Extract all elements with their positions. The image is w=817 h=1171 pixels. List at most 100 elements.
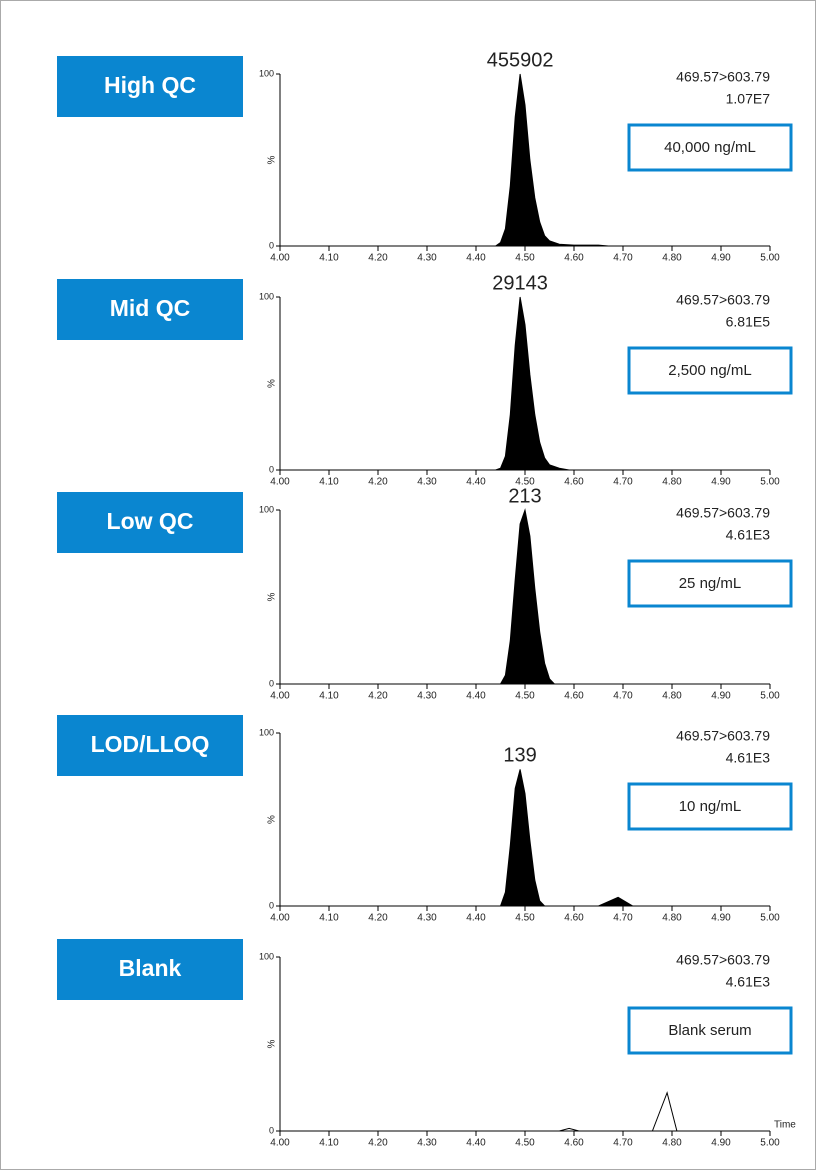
concentration-box bbox=[627, 1006, 793, 1055]
x-tick-label: 4.90 bbox=[711, 691, 731, 702]
concentration: 40,000 ng/mL bbox=[664, 139, 756, 156]
x-tick-label: 4.80 bbox=[662, 477, 682, 488]
x-tick-label: 5.00 bbox=[760, 253, 780, 264]
transition: 469.57>603.79 bbox=[676, 292, 770, 308]
x-tick-label: 4.50 bbox=[515, 1138, 535, 1149]
x-tick-label: 4.40 bbox=[466, 913, 486, 924]
sample-label: Mid QC bbox=[110, 295, 191, 321]
x-tick-label: 4.80 bbox=[662, 253, 682, 264]
x-tick-label: 4.90 bbox=[711, 253, 731, 264]
x-tick-label: 4.30 bbox=[417, 1138, 437, 1149]
x-tick-label: 4.70 bbox=[613, 477, 633, 488]
intensity: 6.81E5 bbox=[726, 314, 771, 330]
concentration-box bbox=[627, 346, 793, 395]
x-tick-label: 5.00 bbox=[760, 1138, 780, 1149]
x-tick-label: 4.40 bbox=[466, 691, 486, 702]
y-axis-label: % bbox=[267, 815, 278, 824]
x-tick-label: 4.60 bbox=[564, 253, 584, 264]
x-tick-label: 4.80 bbox=[662, 913, 682, 924]
x-tick-label: 4.30 bbox=[417, 913, 437, 924]
concentration-box bbox=[627, 123, 793, 172]
x-tick-label: 4.00 bbox=[270, 477, 290, 488]
x-tick-label: 5.00 bbox=[760, 913, 780, 924]
sample-label-box bbox=[57, 715, 243, 776]
x-tick-label: 4.30 bbox=[417, 477, 437, 488]
trace bbox=[280, 73, 770, 247]
y-axis-label: % bbox=[267, 1039, 278, 1048]
sample-label-box bbox=[57, 939, 243, 1000]
x-tick-label: 4.90 bbox=[711, 477, 731, 488]
x-tick-label: 4.10 bbox=[319, 691, 339, 702]
intensity: 4.61E3 bbox=[726, 750, 771, 766]
x-tick-label: 4.70 bbox=[613, 691, 633, 702]
intensity: 1.07E7 bbox=[726, 91, 771, 107]
x-tick-label: 4.00 bbox=[270, 691, 290, 702]
concentration-box bbox=[627, 782, 793, 831]
y-tick-label: 0 bbox=[269, 900, 274, 910]
transition: 469.57>603.79 bbox=[676, 69, 770, 85]
x-axis-label: Time bbox=[774, 1120, 796, 1131]
x-tick-label: 4.20 bbox=[368, 691, 388, 702]
x-tick-label: 4.40 bbox=[466, 1138, 486, 1149]
x-tick-label: 4.00 bbox=[270, 253, 290, 264]
y-axis-label: % bbox=[267, 379, 278, 388]
x-tick-label: 4.30 bbox=[417, 253, 437, 264]
concentration: Blank serum bbox=[668, 1022, 751, 1039]
trace bbox=[280, 508, 770, 685]
x-tick-label: 4.10 bbox=[319, 477, 339, 488]
intensity: 4.61E3 bbox=[726, 527, 771, 543]
x-tick-label: 4.70 bbox=[613, 913, 633, 924]
x-tick-label: 4.10 bbox=[319, 1138, 339, 1149]
x-tick-label: 4.10 bbox=[319, 913, 339, 924]
intensity: 4.61E3 bbox=[726, 974, 771, 990]
x-tick-label: 4.40 bbox=[466, 253, 486, 264]
x-tick-label: 5.00 bbox=[760, 477, 780, 488]
y-tick-label: 100 bbox=[259, 68, 274, 78]
transition: 469.57>603.79 bbox=[676, 952, 770, 968]
x-tick-label: 4.80 bbox=[662, 691, 682, 702]
x-tick-label: 4.80 bbox=[662, 1138, 682, 1149]
x-tick-label: 4.00 bbox=[270, 1138, 290, 1149]
x-tick-label: 4.50 bbox=[515, 253, 535, 264]
x-tick-label: 4.20 bbox=[368, 913, 388, 924]
x-tick-label: 4.40 bbox=[466, 477, 486, 488]
peak-label: 29143 bbox=[492, 272, 548, 294]
y-tick-label: 100 bbox=[259, 727, 274, 737]
concentration: 25 ng/mL bbox=[679, 575, 742, 592]
transition: 469.57>603.79 bbox=[676, 728, 770, 744]
concentration: 2,500 ng/mL bbox=[668, 362, 751, 379]
y-tick-label: 0 bbox=[269, 240, 274, 250]
trace bbox=[280, 1091, 770, 1132]
sample-label: Blank bbox=[119, 955, 182, 981]
x-tick-label: 4.60 bbox=[564, 913, 584, 924]
x-tick-label: 4.90 bbox=[711, 913, 731, 924]
y-tick-label: 100 bbox=[259, 951, 274, 961]
concentration: 10 ng/mL bbox=[679, 798, 742, 815]
peak-label: 213 bbox=[508, 485, 541, 507]
x-tick-label: 4.20 bbox=[368, 253, 388, 264]
x-tick-label: 4.60 bbox=[564, 1138, 584, 1149]
x-tick-label: 4.20 bbox=[368, 477, 388, 488]
x-tick-label: 4.50 bbox=[515, 691, 535, 702]
x-tick-label: 5.00 bbox=[760, 691, 780, 702]
x-tick-label: 4.90 bbox=[711, 1138, 731, 1149]
x-tick-label: 4.10 bbox=[319, 253, 339, 264]
y-axis-label: % bbox=[267, 155, 278, 164]
transition: 469.57>603.79 bbox=[676, 505, 770, 521]
peak-label: 139 bbox=[503, 745, 536, 767]
trace bbox=[280, 769, 770, 907]
sample-label-box bbox=[57, 279, 243, 340]
sample-label: LOD/LLOQ bbox=[91, 731, 210, 757]
sample-label: Low QC bbox=[107, 508, 194, 534]
y-tick-label: 100 bbox=[259, 291, 274, 301]
y-tick-label: 0 bbox=[269, 1125, 274, 1135]
y-tick-label: 0 bbox=[269, 678, 274, 688]
y-tick-label: 0 bbox=[269, 464, 274, 474]
sample-label: High QC bbox=[104, 72, 196, 98]
x-tick-label: 4.20 bbox=[368, 1138, 388, 1149]
x-tick-label: 4.00 bbox=[270, 913, 290, 924]
sample-label-box bbox=[57, 492, 243, 553]
x-tick-label: 4.50 bbox=[515, 913, 535, 924]
y-tick-label: 100 bbox=[259, 504, 274, 514]
